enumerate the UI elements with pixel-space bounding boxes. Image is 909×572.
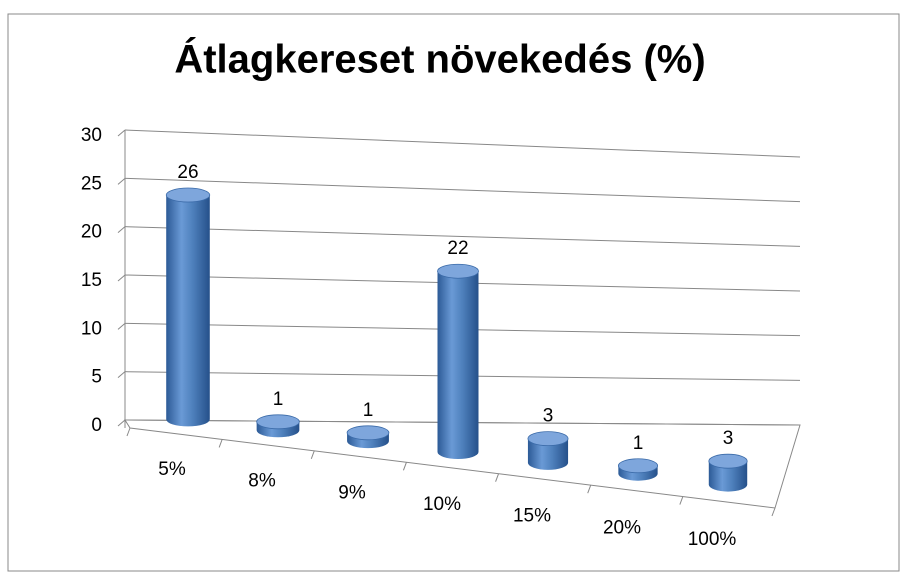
- bar-part: [708, 461, 748, 492]
- x-tick: [310, 450, 315, 460]
- bar: [437, 263, 479, 460]
- x-tick: [218, 439, 223, 448]
- x-tick-label: 10%: [423, 494, 461, 515]
- x-tick: [679, 496, 684, 505]
- y-tick-label: 0: [91, 415, 102, 436]
- x-tick-label: 15%: [513, 506, 551, 527]
- bar-part: [165, 187, 211, 203]
- x-tick: [587, 484, 592, 494]
- grid-line: [124, 177, 801, 203]
- y-tick: [117, 129, 126, 137]
- bar-part: [437, 271, 479, 460]
- data-label: 26: [177, 162, 198, 183]
- grid-line: [124, 129, 801, 158]
- bar-part: [527, 431, 569, 447]
- data-label: 3: [723, 428, 734, 449]
- x-tick-label: 20%: [603, 517, 641, 538]
- y-tick: [117, 274, 126, 282]
- y-tick-label: 20: [81, 222, 102, 243]
- x-tick-label: 9%: [338, 482, 366, 503]
- y-tick: [117, 322, 126, 330]
- x-tick: [402, 462, 407, 471]
- y-tick-label: 25: [81, 173, 102, 194]
- y-tick: [117, 226, 126, 234]
- bar-part: [527, 438, 569, 470]
- bar: [346, 425, 390, 449]
- y-tick-label: 10: [81, 318, 102, 339]
- data-label: 22: [447, 238, 468, 259]
- data-label: 1: [273, 389, 284, 410]
- y-tick: [117, 419, 126, 427]
- y-tick-label: 5: [91, 367, 102, 388]
- data-label: 3: [543, 406, 554, 427]
- bar: [527, 431, 569, 470]
- y-tick-label: 30: [81, 125, 102, 146]
- y-tick: [117, 177, 126, 185]
- bar-part: [437, 263, 479, 279]
- x-tick: [495, 473, 500, 482]
- bar: [708, 453, 748, 492]
- bar-part: [617, 458, 659, 474]
- bar-part: [708, 453, 748, 469]
- x-tick-label: 5%: [158, 459, 186, 480]
- bar-part: [166, 195, 210, 427]
- bar: [165, 187, 211, 427]
- grid-line: [124, 226, 801, 247]
- bar-part: [256, 414, 300, 430]
- x-tick: [771, 507, 776, 517]
- x-tick-label: 100%: [688, 529, 737, 550]
- bar: [617, 458, 659, 481]
- x-tick: [126, 427, 131, 437]
- x-tick-label: 8%: [248, 471, 276, 492]
- bar-part: [346, 425, 390, 441]
- y-tick-label: 15: [81, 270, 102, 291]
- data-label: 1: [363, 400, 374, 421]
- chart-title: Átlagkereset növekedés (%): [174, 37, 705, 82]
- data-label: 1: [633, 433, 644, 454]
- y-tick: [117, 371, 126, 379]
- bar: [256, 414, 300, 438]
